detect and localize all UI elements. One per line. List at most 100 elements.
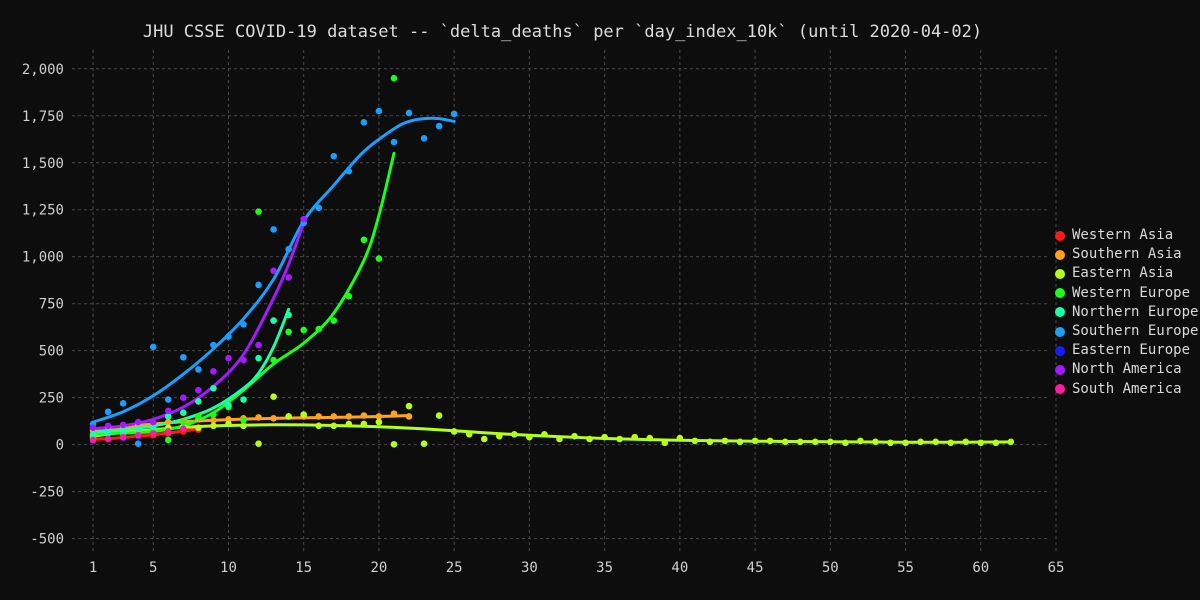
data-point	[119, 428, 127, 435]
data-point	[255, 440, 262, 448]
data-point	[390, 138, 398, 146]
data-point	[210, 411, 217, 418]
data-point	[164, 436, 172, 444]
legend-marker	[1055, 269, 1065, 279]
legend-item: Southern Europe	[1055, 322, 1198, 341]
data-point	[330, 317, 338, 324]
data-point	[646, 434, 654, 442]
data-point	[180, 394, 187, 401]
legend-item: Southern Asia	[1055, 245, 1198, 264]
data-point	[977, 439, 985, 447]
data-point	[240, 356, 247, 364]
data-point	[541, 431, 548, 438]
data-point	[89, 424, 97, 432]
data-point	[255, 208, 262, 215]
data-point	[240, 321, 247, 328]
data-point	[164, 413, 172, 420]
data-point	[315, 204, 323, 212]
legend-item: South America	[1055, 380, 1198, 399]
data-point	[375, 255, 383, 262]
data-point	[691, 437, 699, 445]
data-point	[330, 422, 338, 430]
data-point	[601, 433, 608, 441]
data-point	[917, 438, 924, 446]
trend-lines	[91, 116, 1013, 444]
data-point	[405, 402, 413, 410]
data-point	[390, 440, 398, 448]
data-point	[616, 435, 623, 443]
data-points	[89, 74, 1015, 448]
x-tick-label: 65	[1048, 560, 1065, 576]
data-point	[736, 438, 744, 446]
data-point	[375, 418, 383, 426]
data-point	[315, 413, 323, 420]
data-point	[315, 422, 323, 430]
data-point	[435, 122, 443, 130]
data-point	[285, 413, 292, 420]
data-point	[119, 399, 127, 407]
legend-label: Western Europe	[1072, 284, 1191, 301]
x-tick-label: 45	[747, 560, 764, 576]
data-point	[240, 396, 247, 403]
data-point	[180, 409, 187, 416]
data-point	[857, 437, 864, 445]
data-point	[240, 416, 247, 424]
data-point	[315, 325, 323, 333]
data-point	[450, 428, 458, 435]
data-point	[375, 413, 383, 420]
data-point	[195, 366, 202, 373]
legend-item: Eastern Asia	[1055, 264, 1198, 283]
data-point	[330, 413, 338, 420]
x-tick-label: 5	[149, 560, 157, 576]
data-point	[300, 215, 307, 223]
data-point	[104, 430, 112, 437]
data-point	[420, 440, 428, 448]
data-point	[104, 408, 112, 416]
data-point	[511, 431, 518, 438]
data-point	[751, 437, 759, 445]
legend-label: Southern Asia	[1072, 246, 1182, 263]
data-point	[345, 292, 353, 300]
data-point	[225, 333, 232, 340]
data-point	[285, 311, 292, 319]
y-axis: -500 -250 0 250 500 750 1,000 1,250 1,500 1,750 2,…	[22, 62, 64, 548]
legend-label: Northern Europe	[1072, 303, 1199, 320]
legend-marker	[1055, 230, 1065, 241]
legend-marker	[1055, 288, 1065, 299]
chart-legend: Western Asia Southern Asia Eastern Asia Wes…	[1055, 226, 1198, 399]
data-point	[210, 422, 217, 430]
data-point	[119, 433, 127, 441]
data-point	[586, 435, 593, 443]
data-point	[180, 353, 187, 361]
legend-marker	[1055, 345, 1065, 356]
x-tick-label: 25	[446, 560, 463, 576]
data-point	[270, 356, 277, 364]
data-point	[345, 413, 353, 420]
data-point	[285, 328, 292, 336]
data-point	[390, 74, 398, 82]
x-tick-label: 50	[822, 560, 839, 576]
x-axis: 1 5 10 15 20 25 30 35 40 45 50 55 60 65	[89, 560, 1065, 576]
legend-marker	[1055, 365, 1065, 376]
data-point	[255, 414, 262, 421]
data-point	[360, 412, 368, 419]
legend-item: Western Asia	[1055, 226, 1198, 245]
legend-marker	[1055, 307, 1065, 318]
data-point	[285, 245, 292, 253]
data-point	[480, 435, 488, 443]
data-point	[1007, 438, 1015, 446]
data-point	[270, 393, 277, 401]
legend-label: Western Asia	[1072, 227, 1174, 243]
data-point	[164, 407, 172, 415]
data-point	[450, 110, 458, 118]
data-point	[360, 236, 368, 244]
x-tick-label: 40	[671, 560, 688, 576]
data-point	[465, 431, 473, 438]
legend-item: Western Europe	[1055, 284, 1198, 303]
data-point	[210, 341, 217, 349]
data-point	[180, 418, 187, 426]
data-point	[390, 410, 398, 417]
data-point	[781, 438, 789, 446]
data-point	[887, 439, 894, 447]
